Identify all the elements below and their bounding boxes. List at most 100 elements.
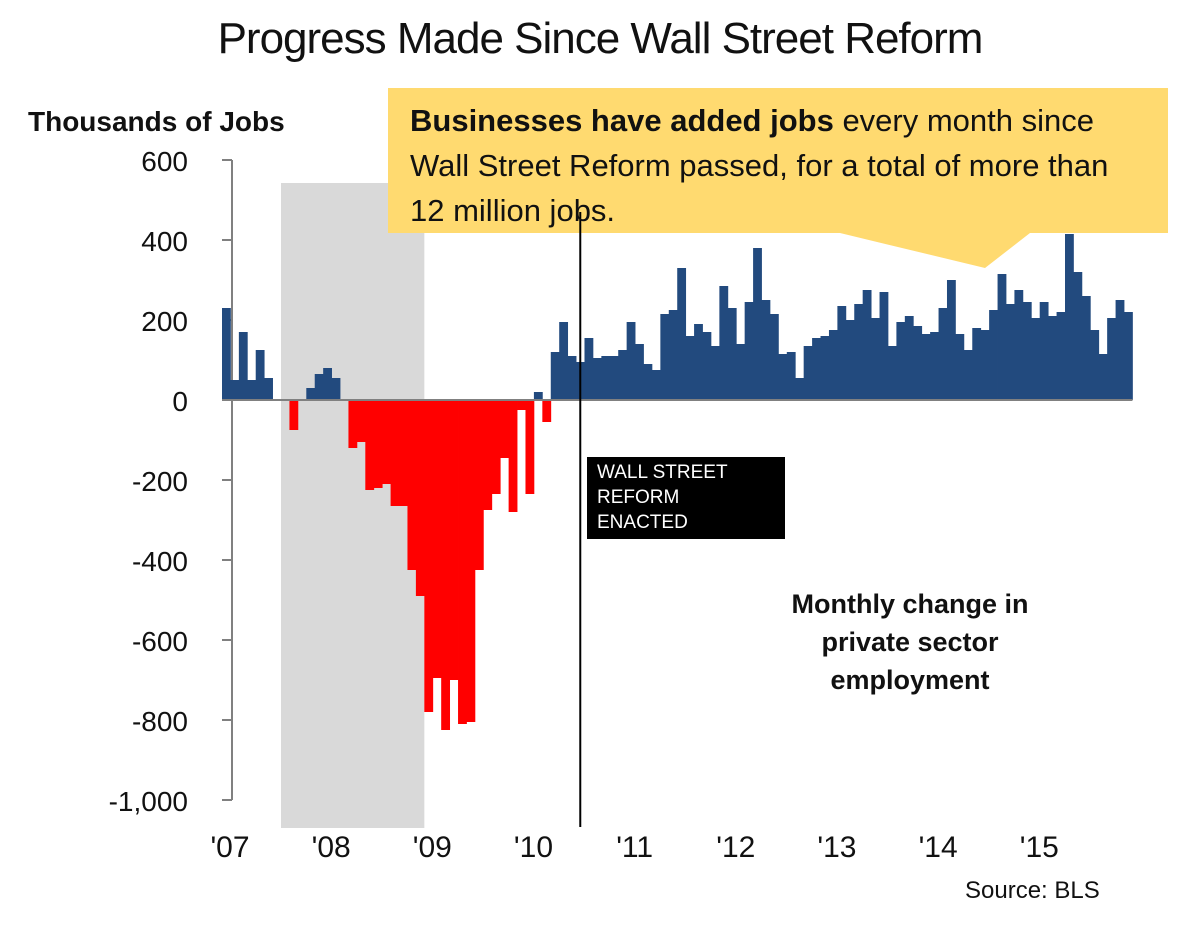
bar — [710, 346, 720, 400]
series-description-line2: private sector — [821, 627, 999, 657]
x-tick-label: '07 — [210, 831, 249, 864]
bar — [323, 368, 332, 400]
bar — [500, 400, 510, 458]
bar — [373, 400, 383, 488]
bar — [550, 352, 560, 400]
y-tick-label: -200 — [132, 466, 188, 497]
bar — [222, 308, 231, 400]
bar — [365, 400, 375, 490]
bar — [1005, 304, 1015, 400]
x-tick-label: '10 — [514, 831, 553, 864]
bar — [407, 400, 417, 570]
bar — [348, 400, 358, 448]
bar — [1107, 318, 1116, 400]
x-tick-label: '11 — [616, 831, 653, 864]
bar — [1022, 302, 1032, 400]
y-tick-label: 0 — [172, 386, 188, 417]
source-note: Source: BLS — [965, 877, 1100, 904]
bar — [685, 336, 695, 400]
bar — [744, 302, 754, 400]
bar — [517, 400, 526, 410]
callout-rest-text: every month since Wall Street Reform pas… — [410, 103, 1109, 228]
callout-bold-text: Businesses have added jobs — [410, 103, 834, 138]
bar — [862, 290, 872, 400]
bar — [786, 352, 796, 400]
bar — [871, 318, 880, 400]
bar — [626, 322, 636, 400]
bar — [314, 374, 324, 400]
bar — [331, 378, 341, 400]
bar — [845, 320, 855, 400]
callout-bubble — [388, 88, 1168, 268]
x-tick-label: '08 — [312, 831, 351, 864]
bar — [930, 332, 939, 400]
bar — [837, 306, 847, 400]
x-tick-label: '12 — [716, 831, 755, 864]
bar — [896, 322, 906, 400]
bar — [584, 338, 594, 400]
y-tick-label: 400 — [141, 226, 188, 257]
bar — [854, 304, 864, 400]
bar — [356, 400, 366, 442]
bar — [491, 400, 501, 494]
bar — [432, 400, 442, 678]
bar — [508, 400, 518, 512]
bar — [694, 324, 703, 400]
bar — [778, 354, 788, 400]
bar — [289, 400, 299, 430]
bar — [938, 308, 948, 400]
bar — [803, 346, 813, 400]
bar — [980, 330, 990, 400]
bar — [1056, 312, 1066, 400]
series-description-line3: employment — [830, 665, 990, 695]
bar — [458, 400, 467, 724]
bar — [946, 280, 956, 400]
reform-enacted-label: WALL STREET REFORM ENACTED — [587, 457, 785, 539]
bar — [1039, 302, 1049, 400]
bar — [424, 400, 434, 712]
bar — [1098, 354, 1108, 400]
bar — [719, 286, 729, 400]
bar — [542, 400, 552, 422]
bar — [1115, 300, 1125, 400]
series-description: Monthly change in private sector employm… — [740, 585, 1080, 699]
bar — [399, 400, 408, 506]
reform-enacted-line2: REFORM ENACTED — [597, 487, 688, 533]
bar — [736, 344, 746, 400]
y-tick-label: 200 — [141, 306, 188, 337]
bar — [247, 380, 257, 400]
bar — [761, 300, 771, 400]
bar — [474, 400, 484, 570]
bar — [955, 334, 965, 400]
series-description-line1: Monthly change in — [791, 589, 1029, 619]
bar — [1048, 316, 1057, 400]
bar — [921, 334, 931, 400]
reform-enacted-line1: WALL STREET — [597, 462, 728, 483]
bar — [592, 358, 602, 400]
callout-text: Businesses have added jobs every month s… — [410, 98, 1150, 233]
bar — [1124, 312, 1133, 400]
bar — [1073, 272, 1083, 400]
x-tick-label: '14 — [919, 831, 958, 864]
bar — [1090, 330, 1100, 400]
bar — [820, 336, 830, 400]
bar — [812, 338, 821, 400]
bar — [525, 400, 535, 494]
y-axis-label: Thousands of Jobs — [28, 106, 285, 137]
bar — [449, 400, 459, 680]
bar — [618, 350, 628, 400]
y-tick-label: -800 — [132, 706, 188, 737]
bar — [887, 346, 897, 400]
bar — [677, 268, 687, 400]
bar — [415, 400, 425, 596]
bar — [635, 344, 644, 400]
bar — [382, 400, 391, 484]
x-tick-label: '13 — [817, 831, 856, 864]
bar — [483, 400, 493, 510]
bar — [264, 378, 273, 400]
bar — [1014, 290, 1024, 400]
bar — [609, 356, 619, 400]
bar — [390, 400, 400, 506]
bar — [255, 350, 265, 400]
